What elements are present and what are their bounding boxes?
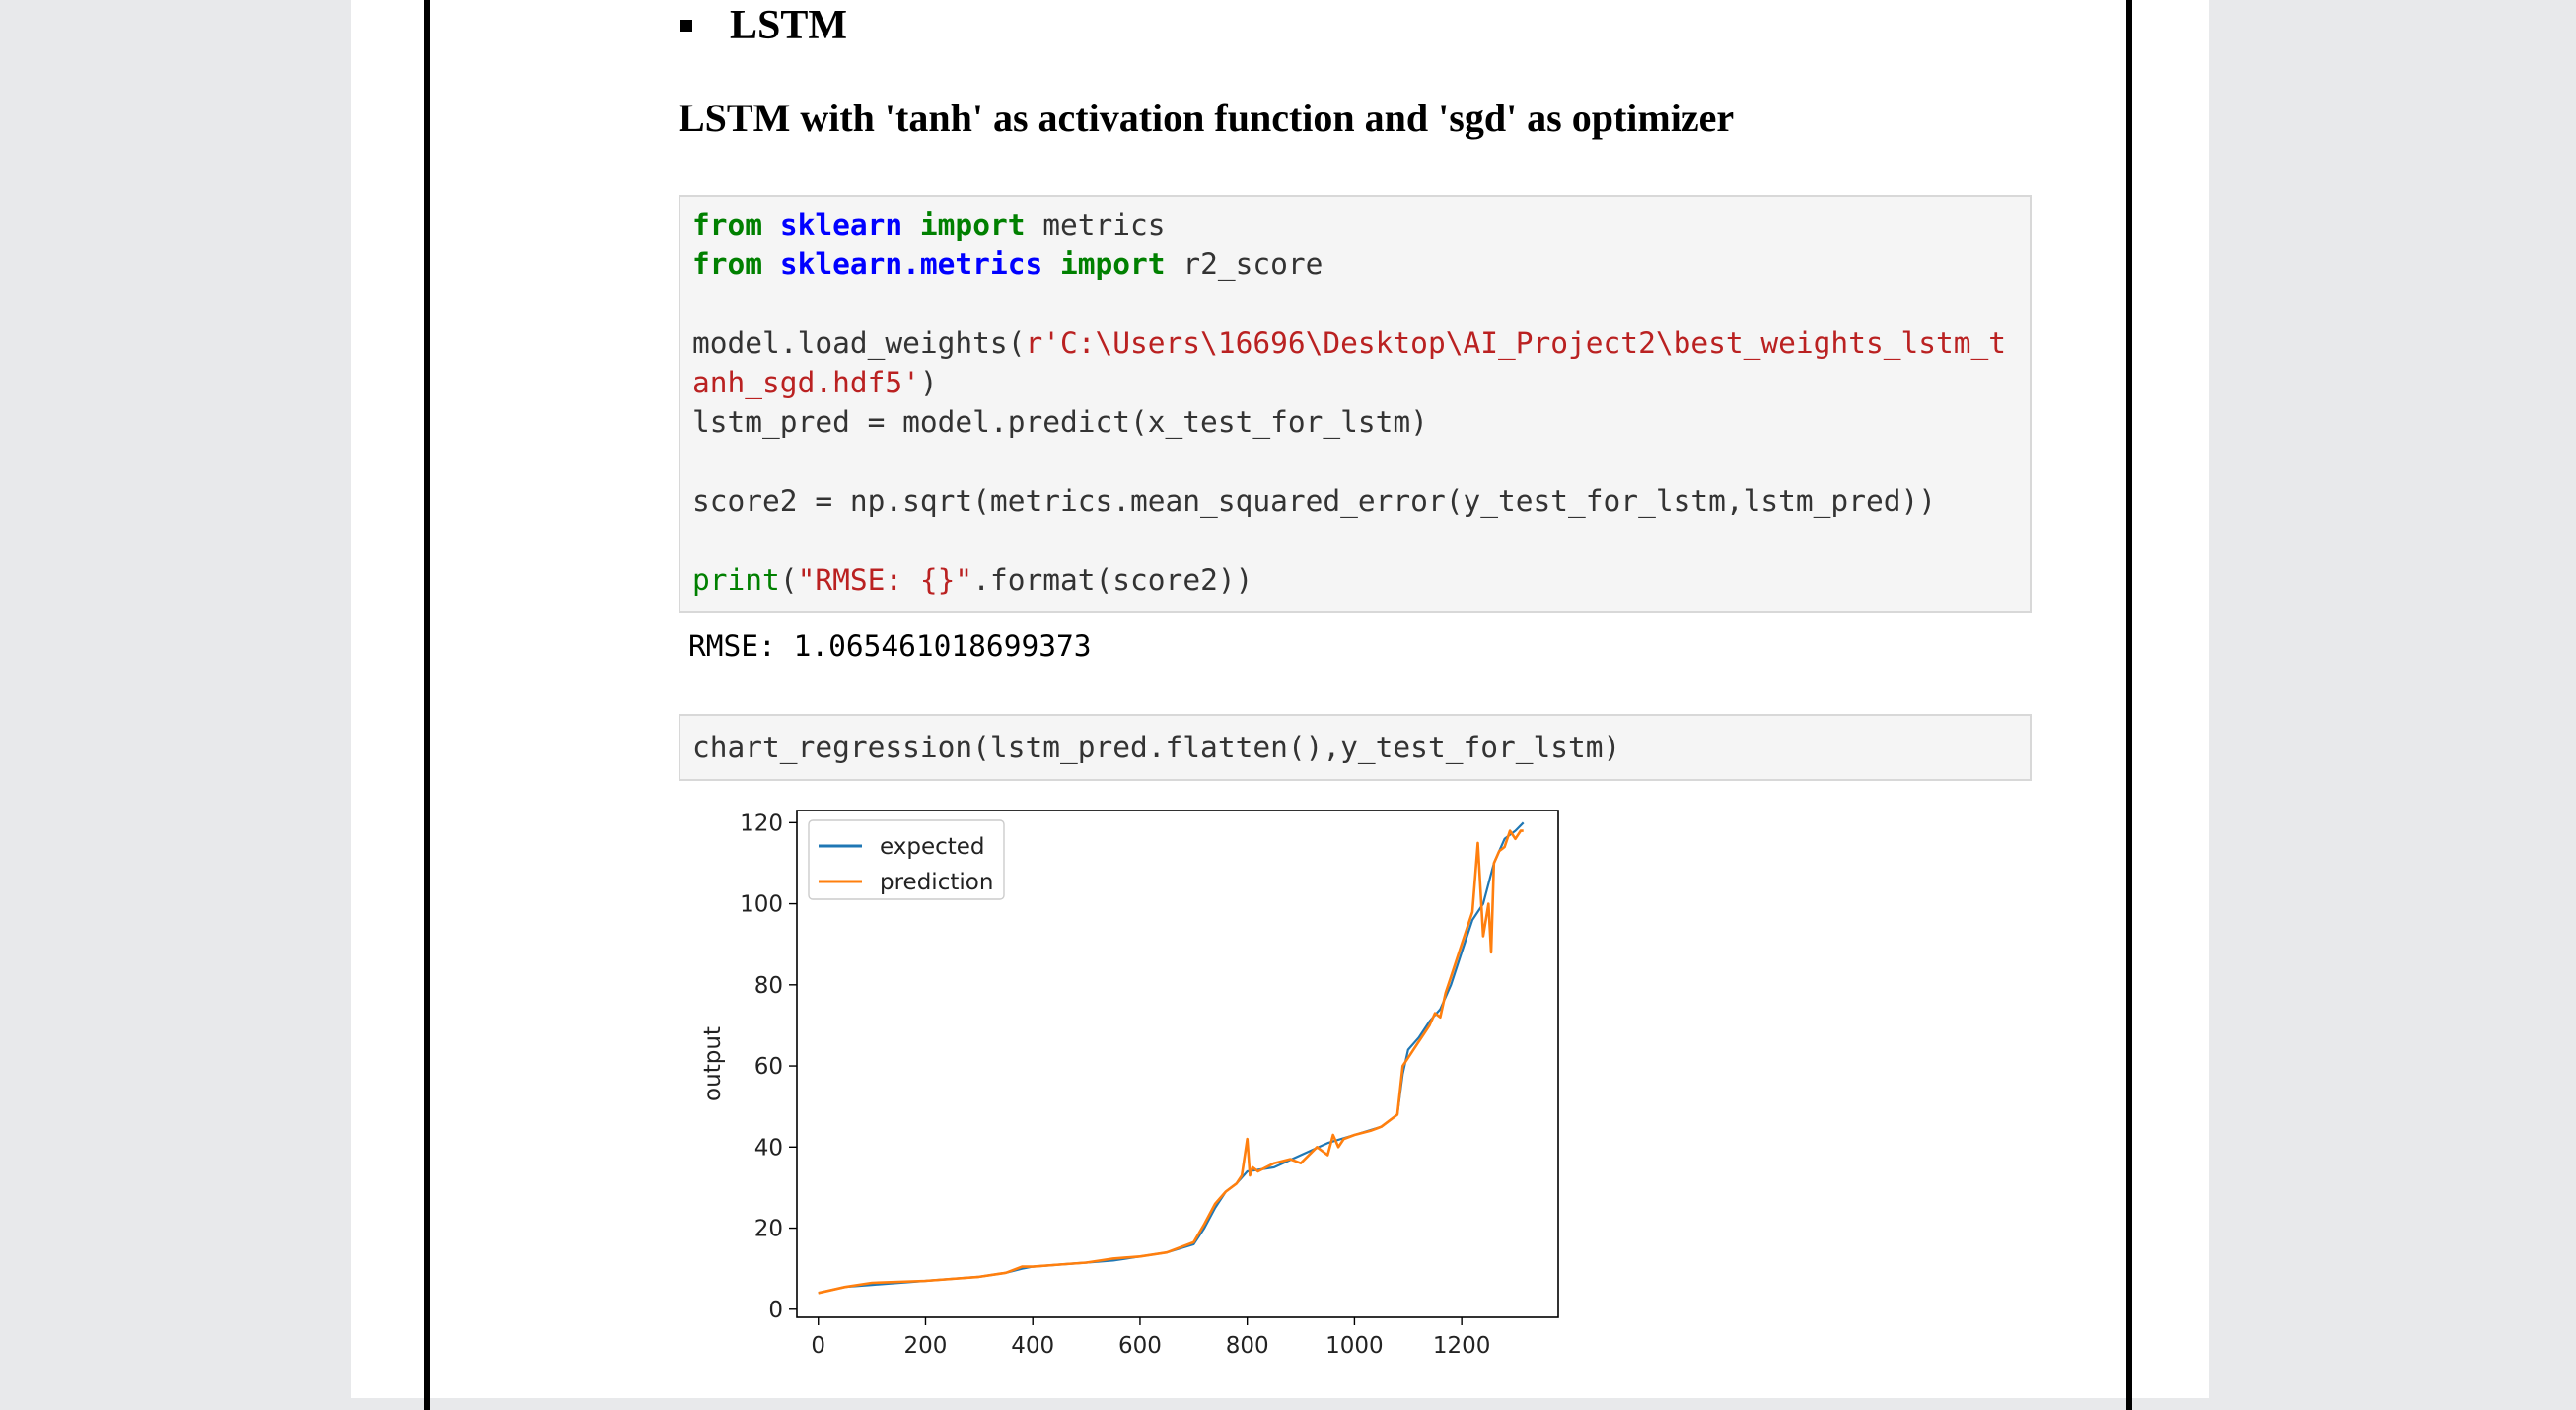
cell-output-rmse: RMSE: 1.065461018699373 <box>688 629 1092 663</box>
page-border <box>424 0 2132 1410</box>
x-tick-label: 200 <box>904 1333 948 1359</box>
legend-box <box>808 819 1005 900</box>
legend-label-expected: expected <box>880 834 985 860</box>
code-line <box>692 442 2020 481</box>
code-token <box>762 247 780 281</box>
code-line: from sklearn.metrics import r2_score <box>692 245 2020 284</box>
legend-label-prediction: prediction <box>880 870 993 895</box>
y-tick-label: 0 <box>768 1298 783 1323</box>
code-line <box>692 521 2020 560</box>
y-tick-label: 60 <box>754 1054 783 1080</box>
code-token: ) <box>919 366 938 399</box>
x-tick-label: 1200 <box>1433 1333 1491 1359</box>
code-line: print("RMSE: {}".format(score2)) <box>692 560 2020 599</box>
x-tick-label: 1000 <box>1325 1333 1384 1359</box>
x-tick-label: 0 <box>811 1333 825 1359</box>
code-token: r2_score <box>1165 247 1324 281</box>
code-token: import <box>919 208 1026 242</box>
y-tick-label: 40 <box>754 1135 783 1161</box>
code-token: sklearn.metrics <box>779 247 1043 281</box>
y-tick-label: 20 <box>754 1217 783 1242</box>
code-line <box>692 284 2020 323</box>
code-token: r'C:\Users\16696\Desktop\AI_Project2\bes… <box>1025 326 2007 360</box>
code-token: print <box>692 563 780 597</box>
code-token: "RMSE: {}" <box>797 563 973 597</box>
code-token <box>902 208 920 242</box>
code-line: model.load_weights(r'C:\Users\16696\Desk… <box>692 323 2020 363</box>
code-token <box>1042 247 1060 281</box>
code-token: import <box>1060 247 1166 281</box>
bullet-square-icon <box>680 20 692 32</box>
code-token: score2 = np.sqrt(metrics.mean_squared_er… <box>692 484 1936 518</box>
code-line: anh_sgd.hdf5') <box>692 363 2020 402</box>
code-token <box>762 208 780 242</box>
code-cell-chart[interactable]: chart_regression(lstm_pred.flatten(),y_t… <box>679 714 2032 781</box>
x-tick-label: 800 <box>1226 1333 1269 1359</box>
code-token: sklearn <box>779 208 903 242</box>
code-line: from sklearn import metrics <box>692 205 2020 245</box>
code-line: lstm_pred = model.predict(x_test_for_lst… <box>692 402 2020 442</box>
code-line: score2 = np.sqrt(metrics.mean_squared_er… <box>692 481 2020 521</box>
code-token: .format(score2)) <box>972 563 1253 597</box>
section-heading: LSTM with 'tanh' as activation function … <box>679 96 1735 140</box>
series-line-prediction <box>818 829 1524 1295</box>
code-token: anh_sgd.hdf5' <box>692 366 920 399</box>
code-token: model.load_weights( <box>692 326 1026 360</box>
y-axis-label: output <box>700 1026 726 1101</box>
y-tick-label: 80 <box>754 973 783 999</box>
regression-chart-svg: 0 200 400 600 800 1000 1200 0 20 40 60 80 100 120 outp… <box>700 810 1559 1359</box>
y-tick-label: 120 <box>740 811 783 836</box>
x-tick-label: 600 <box>1118 1333 1162 1359</box>
section-title: LSTM <box>730 3 848 48</box>
code-token: ( <box>779 563 798 597</box>
code-token: from <box>692 208 763 242</box>
x-tick-label: 400 <box>1011 1333 1054 1359</box>
y-tick-label: 100 <box>740 892 783 918</box>
code-token: lstm_pred = model.predict(x_test_for_lst… <box>692 405 1428 439</box>
code-cell-rmse[interactable]: from sklearn import metrics from sklearn.… <box>679 195 2032 613</box>
code-token: from <box>692 247 763 281</box>
section-bullet: LSTM <box>680 0 847 51</box>
code-token: metrics <box>1025 208 1166 242</box>
code-line: chart_regression(lstm_pred.flatten(),y_t… <box>692 731 1621 764</box>
regression-chart: 0 200 400 600 800 1000 1200 0 20 40 60 80 100 120 outp… <box>680 799 1588 1390</box>
